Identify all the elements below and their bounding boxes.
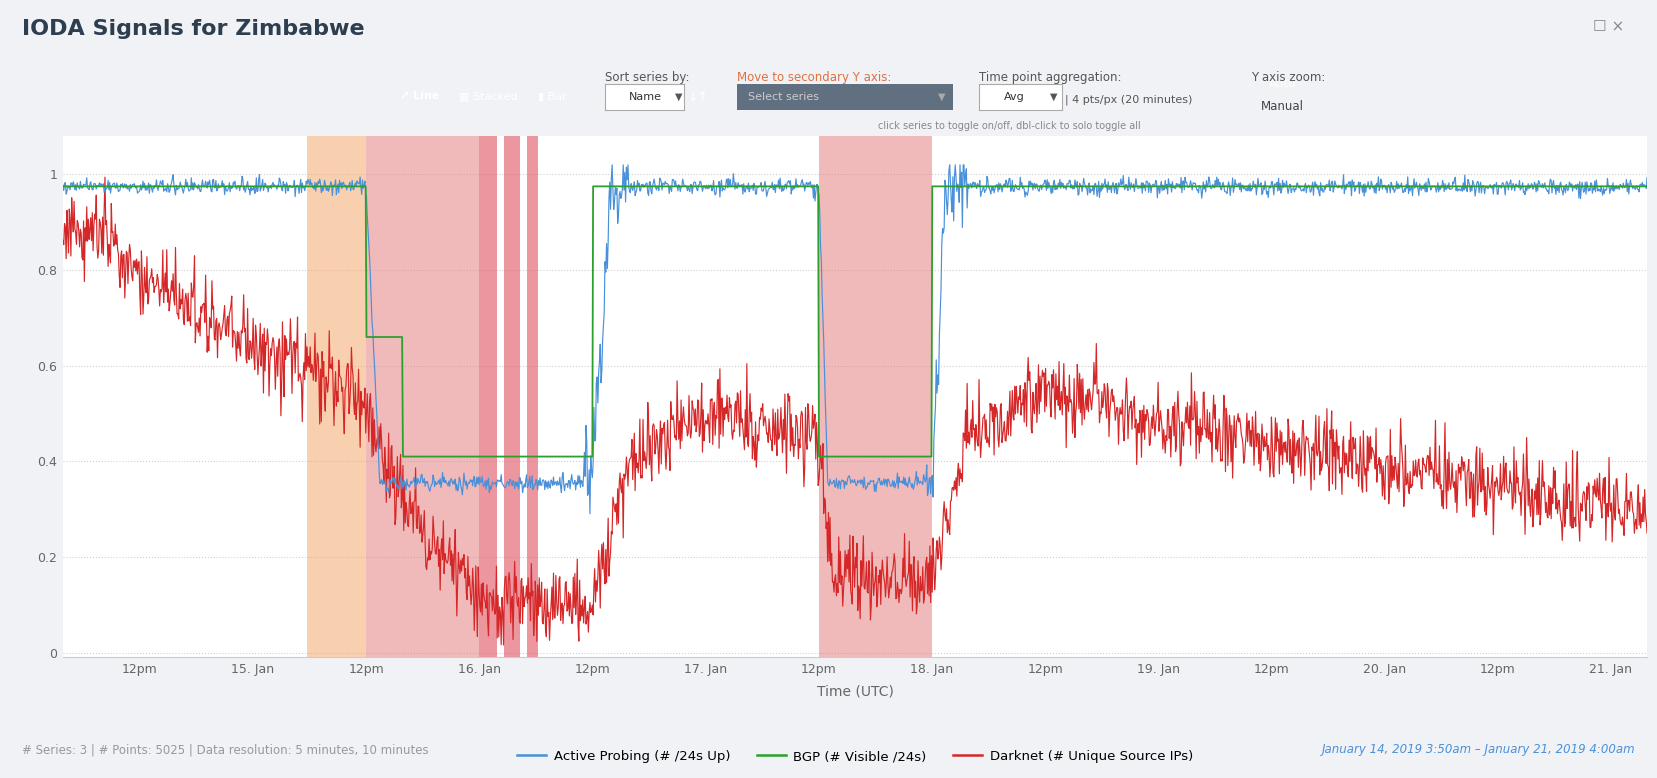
Text: Sort series by:: Sort series by:	[605, 72, 689, 84]
Text: Move to secondary Y axis:: Move to secondary Y axis:	[737, 72, 891, 84]
Bar	[479, 136, 497, 657]
Text: Y axis zoom:: Y axis zoom:	[1251, 72, 1326, 84]
Text: Name: Name	[628, 93, 661, 102]
Text: January 14, 2019 3:50am – January 21, 2019 4:00am: January 14, 2019 3:50am – January 21, 20…	[1322, 743, 1635, 756]
Bar	[819, 136, 931, 657]
Text: # Series: 3 | # Points: 5025 | Data resolution: 5 minutes, 10 minutes: # Series: 3 | # Points: 5025 | Data reso…	[22, 743, 428, 756]
Text: ▦ Stacked: ▦ Stacked	[459, 92, 517, 101]
Text: Time point aggregation:: Time point aggregation:	[979, 72, 1122, 84]
Bar	[527, 136, 539, 657]
Text: click series to toggle on/off, dbl-click to solo toggle all: click series to toggle on/off, dbl-click…	[878, 121, 1142, 131]
Text: Select series: Select series	[749, 93, 819, 102]
Bar	[307, 136, 366, 657]
Text: ▼: ▼	[1051, 93, 1057, 102]
Text: Avg: Avg	[1004, 93, 1026, 102]
Text: ↓↑: ↓↑	[688, 91, 708, 103]
Text: ▮ Bar: ▮ Bar	[539, 92, 567, 101]
Text: Manual: Manual	[1261, 100, 1304, 113]
Legend: Active Probing (# /24s Up), BGP (# Visible /24s), Darknet (# Unique Source IPs): Active Probing (# /24s Up), BGP (# Visib…	[512, 745, 1198, 769]
Bar	[504, 136, 520, 657]
X-axis label: Time (UTC): Time (UTC)	[817, 685, 893, 699]
Text: ↗ Line: ↗ Line	[399, 92, 439, 101]
Text: | 4 pts/px (20 minutes): | 4 pts/px (20 minutes)	[1065, 94, 1193, 105]
Text: ▼: ▼	[674, 93, 683, 102]
Text: IODA Signals for Zimbabwe: IODA Signals for Zimbabwe	[22, 19, 365, 40]
Bar	[366, 136, 479, 657]
Text: ▼: ▼	[938, 93, 944, 102]
Text: ☐ ×: ☐ ×	[1592, 19, 1624, 34]
Text: Auto: Auto	[1269, 77, 1296, 89]
